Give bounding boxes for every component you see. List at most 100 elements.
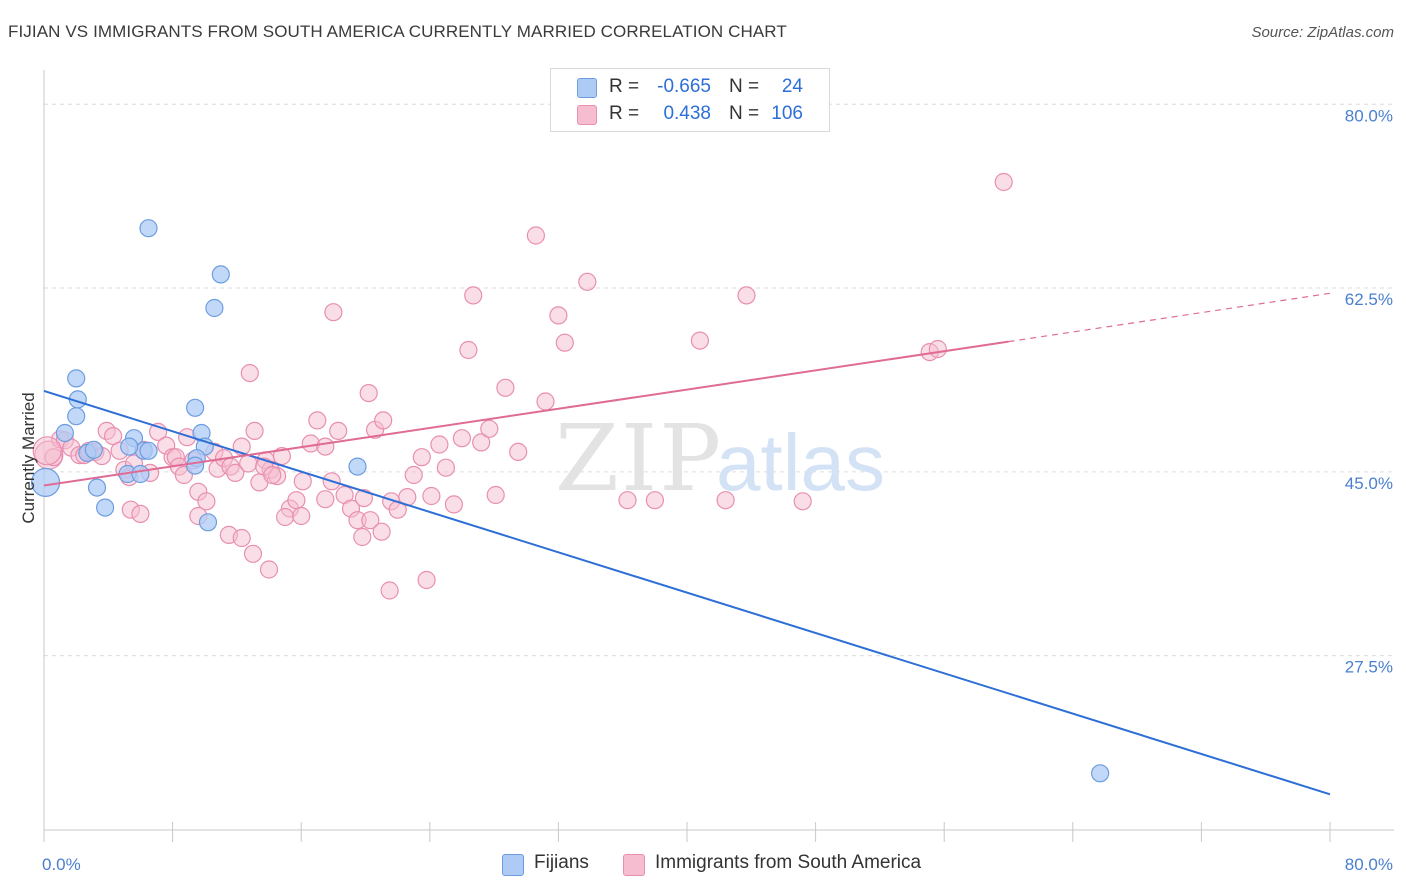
immigrant-point bbox=[472, 433, 491, 452]
immigrant-point bbox=[276, 507, 295, 527]
immigrant-point bbox=[444, 495, 463, 514]
watermark-atlas: atlas bbox=[716, 418, 885, 507]
immigrants-points bbox=[32, 172, 1013, 600]
immigrant-point bbox=[243, 544, 263, 563]
immigrant-point bbox=[645, 491, 665, 510]
y-tick-label: 45.0% bbox=[1345, 474, 1393, 493]
immigrant-point bbox=[374, 411, 393, 430]
x-axis-ticks bbox=[43, 822, 1331, 842]
fijian-point bbox=[211, 265, 230, 284]
immigrant-point bbox=[430, 435, 449, 454]
y-tick-label: 27.5% bbox=[1345, 658, 1393, 677]
immigrant-point bbox=[412, 448, 431, 467]
y-tick-label: 62.5% bbox=[1345, 290, 1393, 309]
immigrant-point bbox=[436, 458, 455, 477]
fijian-point bbox=[67, 407, 86, 426]
immigrant-point bbox=[994, 172, 1013, 192]
y-axis-tick-labels: 80.0% 62.5% 45.0% 27.5% bbox=[1345, 106, 1393, 676]
immigrant-point bbox=[359, 384, 378, 403]
watermark: ZIP atlas bbox=[555, 405, 885, 512]
immigrant-point bbox=[459, 340, 478, 360]
immigrant-point bbox=[197, 492, 216, 511]
immigrant-point bbox=[536, 392, 555, 411]
fijian-point bbox=[131, 464, 150, 484]
immigrants-trend-extension bbox=[1008, 292, 1331, 343]
immigrants-trend-line bbox=[43, 340, 1009, 487]
y-axis-label: Currently Married bbox=[19, 392, 38, 523]
x-tick-label-max: 80.0% bbox=[1345, 855, 1393, 874]
fijians-trend-line bbox=[43, 390, 1331, 796]
trend-lines bbox=[43, 292, 1331, 796]
immigrant-point bbox=[316, 490, 335, 509]
immigrant-point bbox=[259, 560, 279, 579]
immigrant-point bbox=[232, 528, 251, 548]
immigrant-point bbox=[526, 226, 546, 245]
immigrant-point bbox=[353, 527, 372, 547]
immigrants-legend-swatch bbox=[623, 854, 645, 876]
chart-title: FIJIAN VS IMMIGRANTS FROM SOUTH AMERICA … bbox=[8, 22, 787, 41]
immigrant-point bbox=[316, 437, 335, 456]
immigrant-point bbox=[555, 333, 574, 352]
fijian-point bbox=[186, 456, 205, 475]
immigrant-point bbox=[928, 339, 947, 359]
fijians-legend-swatch bbox=[502, 854, 524, 876]
immigrant-point bbox=[32, 436, 62, 466]
immigrant-point bbox=[404, 465, 423, 485]
immigrant-point bbox=[293, 472, 312, 491]
n-value: 106 bbox=[771, 103, 803, 124]
immigrant-point bbox=[480, 419, 499, 438]
immigrant-point bbox=[716, 491, 735, 510]
immigrant-point bbox=[509, 442, 528, 461]
series-legend: Fijians Immigrants from South America bbox=[0, 851, 1406, 879]
fijian-point bbox=[1090, 764, 1110, 783]
immigrants-swatch bbox=[577, 105, 597, 125]
immigrant-point bbox=[793, 492, 812, 511]
n-label: N = bbox=[729, 103, 760, 124]
immigrant-point bbox=[245, 421, 264, 440]
immigrant-point bbox=[452, 429, 471, 448]
fijian-point bbox=[55, 423, 75, 443]
immigrant-point bbox=[226, 463, 245, 482]
fijian-point bbox=[186, 398, 205, 417]
immigrant-point bbox=[240, 364, 259, 383]
y-tick-label: 80.0% bbox=[1345, 106, 1393, 125]
immigrant-point bbox=[292, 506, 311, 526]
immigrant-point bbox=[361, 511, 380, 530]
immigrant-point bbox=[690, 331, 710, 350]
fijians-points bbox=[30, 219, 1110, 783]
immigrant-point bbox=[287, 491, 306, 510]
r-value: 0.438 bbox=[663, 103, 711, 124]
r-label: R = bbox=[609, 76, 640, 97]
immigrant-point bbox=[263, 465, 282, 485]
fijian-point bbox=[139, 441, 158, 460]
fijian-point bbox=[348, 457, 367, 476]
immigrant-point bbox=[308, 411, 327, 430]
immigrant-point bbox=[549, 306, 568, 325]
r-label: R = bbox=[609, 103, 640, 124]
immigrant-point bbox=[354, 489, 373, 508]
n-value: 24 bbox=[781, 76, 803, 97]
watermark-zip: ZIP bbox=[555, 405, 723, 512]
immigrant-point bbox=[417, 570, 436, 590]
fijian-point bbox=[84, 440, 103, 459]
immigrants-legend-label: Immigrants from South America bbox=[655, 852, 922, 873]
immigrant-point bbox=[324, 303, 343, 322]
immigrant-point bbox=[464, 286, 483, 305]
immigrant-point bbox=[380, 581, 399, 600]
immigrant-point bbox=[737, 286, 756, 305]
fijians-swatch bbox=[577, 78, 597, 98]
x-tick-label-min: 0.0% bbox=[42, 855, 81, 874]
immigrant-point bbox=[422, 486, 441, 506]
immigrant-point bbox=[578, 272, 597, 291]
r-value: -0.665 bbox=[657, 76, 711, 97]
immigrant-point bbox=[496, 378, 515, 397]
immigrant-point bbox=[618, 491, 637, 510]
source-label: Source: ZipAtlas.com bbox=[1251, 24, 1394, 41]
immigrant-point bbox=[372, 522, 391, 541]
stats-legend: R = -0.665 N = 24 R = 0.438 N = 106 bbox=[550, 68, 830, 132]
fijian-point bbox=[67, 369, 86, 388]
fijian-point bbox=[198, 513, 218, 532]
fijian-point bbox=[87, 478, 107, 497]
fijian-point bbox=[139, 219, 158, 238]
